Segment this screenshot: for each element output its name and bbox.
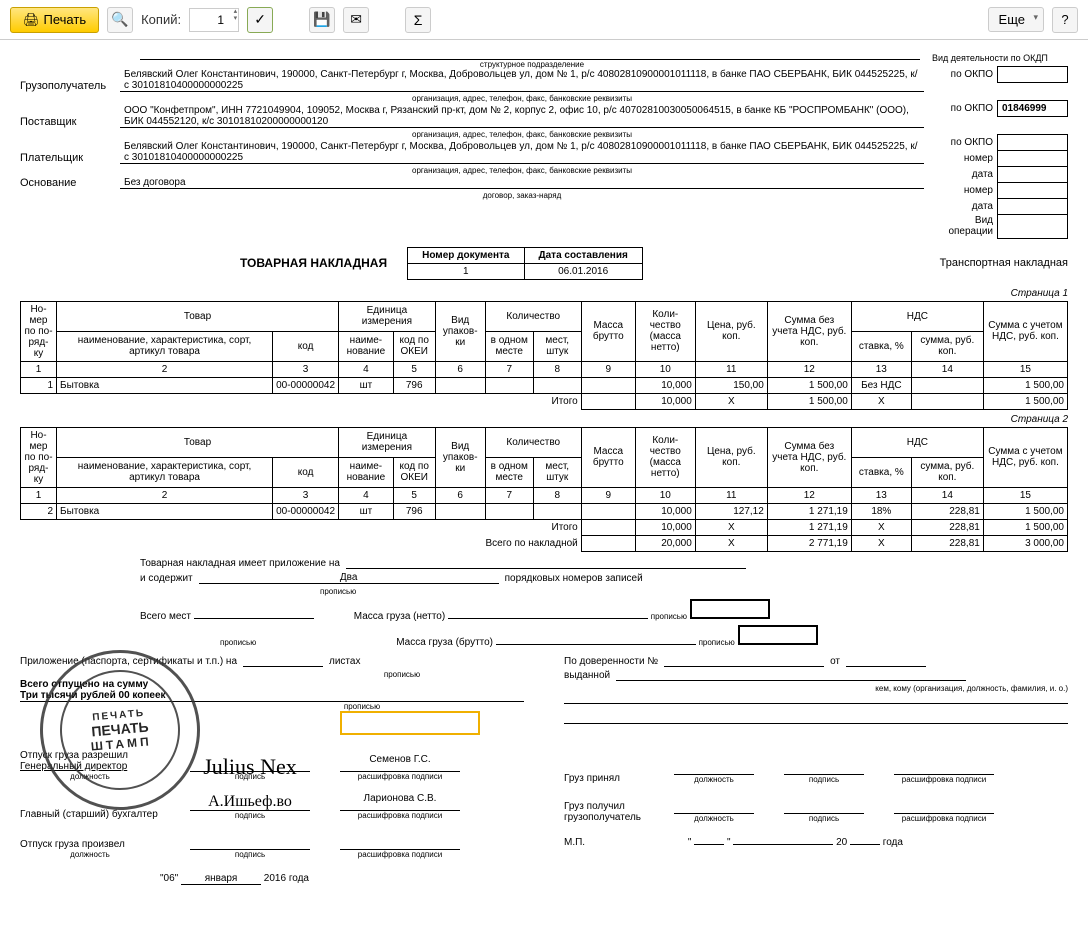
preview-button[interactable]: 🔍	[107, 7, 133, 33]
copies-input[interactable]	[189, 8, 239, 32]
payer-label: Плательщик	[20, 152, 120, 164]
sum-button[interactable]: Σ	[405, 7, 431, 33]
document-area: структурное подразделение Грузополучател…	[0, 40, 1088, 910]
basis-label: Основание	[20, 177, 120, 189]
page1-label: Страница 1	[20, 288, 1068, 299]
print-button[interactable]: 🖨 Печать	[10, 7, 99, 33]
help-button[interactable]: ?	[1052, 7, 1078, 33]
highlight-field[interactable]	[340, 711, 480, 735]
toggle-button[interactable]: ✓	[247, 7, 273, 33]
doc-title: ТОВАРНАЯ НАКЛАДНАЯ	[240, 256, 387, 270]
basis-value: Без договора	[120, 177, 924, 189]
mail-button[interactable]: ✉	[343, 7, 369, 33]
goods-table-1: Но-мер по по-ряд-ку Товар Единица измере…	[20, 301, 1068, 410]
struct-sub: структурное подразделение	[140, 60, 924, 69]
consignee-value: Белявский Олег Константинович, 190000, С…	[120, 69, 924, 92]
codes-table: Вид деятельности по ОКДП по ОКПО по ОКПО…	[928, 50, 1068, 239]
payer-value: Белявский Олег Константинович, 190000, С…	[120, 141, 924, 164]
copies-label: Копий:	[141, 12, 181, 27]
supplier-label: Поставщик	[20, 116, 120, 128]
docnum-table: Номер документаДата составления 106.01.2…	[407, 247, 643, 280]
toolbar: 🖨 Печать 🔍 Копий: ✓ 💾 ✉ Σ Еще ?	[0, 0, 1088, 40]
supplier-value: ООО "Конфетпром", ИНН 7721049904, 109052…	[120, 105, 924, 128]
save-button[interactable]: 💾	[309, 7, 335, 33]
consignee-label: Грузополучатель	[20, 80, 120, 92]
page2-label: Страница 2	[20, 414, 1068, 425]
goods-table-2: Но-мер по по-ряд-ку Товар Единица измере…	[20, 427, 1068, 552]
more-button[interactable]: Еще	[988, 7, 1044, 32]
